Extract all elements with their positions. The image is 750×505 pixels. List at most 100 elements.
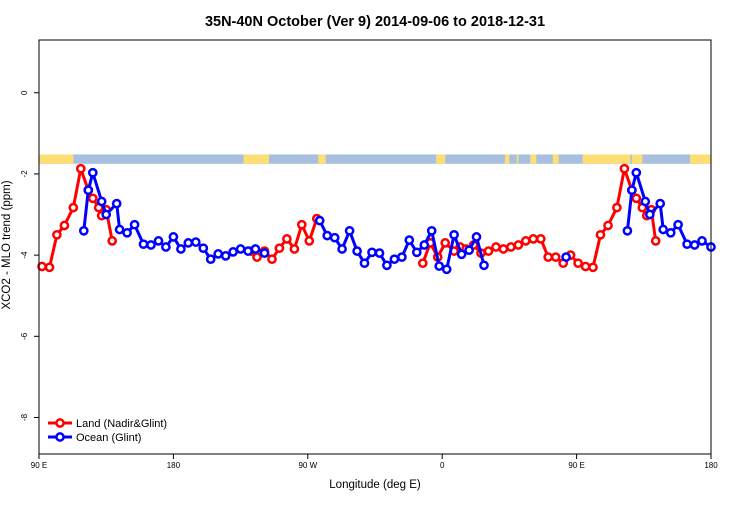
ocean-point: [397, 252, 407, 262]
y-tick-label: -8: [20, 413, 29, 421]
x-tick-label: 180: [704, 461, 718, 470]
ocean-point: [337, 244, 347, 254]
ocean-point: [250, 244, 261, 254]
ocean-point: [622, 225, 633, 236]
land-point: [491, 242, 501, 252]
x-tick-label: 90 W: [298, 461, 317, 470]
ocean-point: [322, 230, 333, 241]
ocean-point: [111, 198, 122, 209]
ocean-point: [259, 248, 270, 258]
land-point: [498, 244, 509, 254]
ocean-point: [419, 240, 430, 250]
ocean-point: [146, 240, 156, 250]
ocean-point: [138, 239, 149, 250]
land-point: [543, 252, 554, 262]
ocean-point: [655, 198, 666, 209]
ocean-point: [329, 232, 340, 243]
ocean-point: [456, 249, 467, 260]
land-segment-4: [504, 154, 510, 164]
legend-land-swatch-marker: [55, 418, 65, 428]
ocean-point: [682, 239, 692, 250]
ocean-point: [220, 251, 231, 261]
y-axis-label: XCO2 - MLO trend (ppm): [1, 180, 13, 309]
x-tick-label: 90 E: [568, 461, 584, 470]
land-point: [588, 262, 598, 273]
ocean-point: [441, 264, 452, 275]
ocean-point: [96, 196, 107, 207]
ocean-point: [382, 260, 392, 271]
x-tick-label: 0: [440, 461, 445, 470]
ocean-point: [658, 224, 669, 235]
y-tick-label: -4: [20, 251, 29, 259]
ocean-point: [631, 167, 642, 178]
land-point: [304, 236, 315, 246]
ocean-point: [471, 232, 482, 242]
land-point: [59, 220, 70, 231]
land-point: [631, 193, 642, 204]
ocean-point: [665, 227, 676, 238]
ocean-point: [561, 252, 571, 262]
ocean-point: [697, 236, 707, 246]
plot-frame: [38, 39, 712, 455]
land-point: [75, 163, 86, 174]
land-point: [535, 234, 546, 244]
ocean-point: [122, 227, 132, 238]
x-tick-label: 180: [167, 461, 181, 470]
ocean-point: [644, 209, 655, 220]
ocean-point: [168, 232, 179, 242]
land-segment-1: [243, 154, 269, 164]
land-point: [612, 202, 622, 213]
land-point: [595, 229, 606, 240]
ocean-point: [627, 185, 637, 196]
ocean-point: [673, 219, 683, 230]
y-tick-label: -6: [20, 332, 29, 340]
land-segment-2: [318, 154, 326, 164]
land-point: [619, 163, 630, 174]
land-point: [580, 261, 591, 272]
ocean-point: [129, 219, 140, 230]
ocean-point: [101, 209, 112, 220]
ocean-point: [367, 247, 377, 258]
x-tick-label: 90 E: [31, 461, 47, 470]
ocean-point: [235, 244, 246, 254]
y-tick-label: 0: [20, 90, 29, 95]
ocean-point: [176, 244, 186, 254]
ocean-strip: [39, 154, 711, 164]
ocean-point: [426, 225, 437, 236]
ocean-point: [411, 247, 422, 258]
land-segment-0: [39, 154, 74, 164]
land-point: [289, 244, 300, 254]
x-axis-label: Longitude (deg E): [329, 479, 421, 491]
land-point: [417, 258, 428, 269]
ocean-point: [389, 254, 400, 265]
ocean-point: [183, 238, 194, 248]
land-point: [68, 202, 79, 213]
ocean-point: [87, 167, 98, 178]
ocean-point: [314, 215, 325, 226]
land-point: [573, 258, 583, 269]
ocean-point: [161, 242, 171, 252]
ocean-point: [359, 258, 370, 269]
land-segment-5: [516, 154, 519, 164]
plot-area: 90 E 180 90 W 0 90 E 180 0 -2 -4 -6 -8 Land (Nadir&…: [20, 39, 718, 470]
ocean-point: [464, 245, 474, 256]
ocean-point: [153, 236, 164, 246]
land-segment-9: [631, 154, 643, 164]
land-point: [52, 229, 62, 240]
legend-land-label: Land (Nadir&Glint): [76, 418, 167, 430]
land-point: [506, 242, 516, 252]
land-segment-3: [436, 154, 446, 164]
land-point: [44, 262, 55, 273]
ocean-point: [205, 254, 216, 265]
legend-ocean-swatch-marker: [55, 432, 65, 442]
ocean-point: [434, 261, 445, 271]
ocean-point: [213, 249, 224, 259]
land-segment-8: [582, 154, 631, 164]
chart-title: 35N-40N October (Ver 9) 2014-09-06 to 20…: [205, 14, 545, 30]
land-point: [528, 234, 539, 244]
ocean-point: [344, 225, 355, 236]
ocean-point: [83, 185, 94, 196]
ocean-point: [374, 248, 385, 258]
